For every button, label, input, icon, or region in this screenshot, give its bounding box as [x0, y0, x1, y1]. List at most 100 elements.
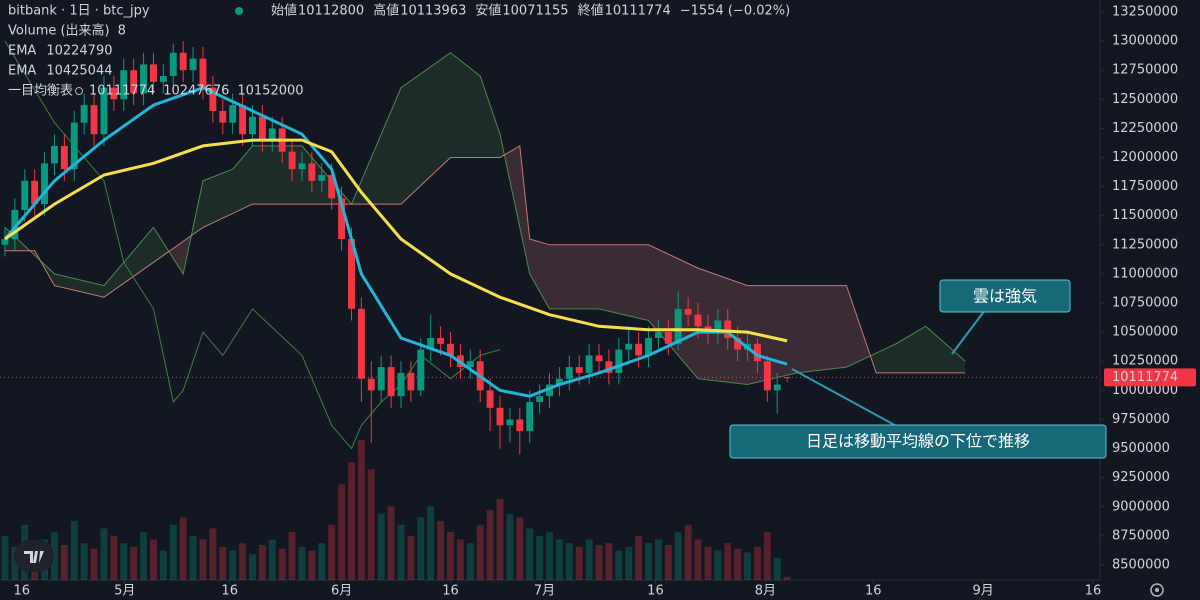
- volume-bar: [239, 543, 247, 580]
- ema-line: [4, 138, 788, 343]
- candle-body: [70, 122, 78, 170]
- volume-bar: [437, 521, 445, 580]
- volume-bar: [466, 543, 474, 580]
- ohlc-value: 10071155: [502, 4, 568, 19]
- logo[interactable]: [14, 540, 54, 572]
- y-tick-label: 11500000: [1112, 208, 1178, 223]
- y-tick-label: 9000000: [1112, 499, 1170, 514]
- candle-body: [348, 239, 355, 309]
- volume-bar: [605, 543, 613, 580]
- volume-bar: [278, 548, 286, 580]
- candle-body: [268, 128, 276, 141]
- candle-body: [546, 384, 553, 397]
- volume-bar: [536, 535, 544, 580]
- y-tick-label: 12250000: [1112, 121, 1178, 136]
- candle-body: [407, 372, 415, 391]
- y-tick-label: 10000000: [1112, 383, 1178, 398]
- legend-value: 10247676: [163, 84, 229, 99]
- logo-mark: [24, 551, 44, 563]
- volume-bar: [367, 469, 375, 580]
- candle-body: [773, 384, 781, 391]
- ema-line: [3, 86, 788, 398]
- span-a-line: [4, 52, 966, 386]
- volume-bar: [645, 543, 652, 580]
- candle-body: [288, 151, 296, 170]
- volume-bar: [744, 552, 751, 580]
- volume-bar: [140, 532, 148, 580]
- x-tick-label: 7月: [534, 584, 555, 599]
- volume-bar: [763, 532, 771, 580]
- volume-bar: [377, 513, 385, 580]
- candle-body: [694, 314, 702, 327]
- candle-body: [635, 343, 643, 356]
- candle-body: [387, 367, 395, 397]
- candle-body: [130, 70, 138, 94]
- legend-label: Volume (出来高): [8, 23, 110, 39]
- candle-body: [377, 367, 385, 391]
- y-tick-label: 12750000: [1112, 63, 1178, 78]
- candle-body: [249, 116, 256, 135]
- candle-body: [585, 355, 593, 373]
- volume-bar: [397, 524, 405, 580]
- y-tick-label: 13250000: [1112, 4, 1178, 19]
- candle-body: [357, 308, 365, 379]
- volume-bar: [565, 543, 573, 580]
- ohlc-label: 高値: [373, 3, 399, 19]
- y-tick-label: 8500000: [1112, 557, 1170, 572]
- legend-value: 8: [118, 24, 126, 39]
- ohlc-label: 始値: [271, 3, 297, 19]
- volume-bar: [417, 517, 425, 580]
- candle-body: [338, 198, 346, 240]
- candle-body: [50, 145, 58, 164]
- candle-body: [555, 378, 563, 385]
- volume-bar: [615, 550, 623, 580]
- candle-body: [120, 70, 128, 100]
- volume-bar: [575, 546, 583, 580]
- x-tick-label: 16: [647, 584, 664, 599]
- volume-bar: [674, 532, 682, 580]
- settings-icon[interactable]: [1150, 583, 1164, 597]
- candle-body: [179, 52, 187, 71]
- x-tick-label: 16: [1085, 584, 1102, 599]
- volume-bar: [258, 545, 266, 580]
- candle-body: [496, 407, 504, 426]
- candle-body: [397, 372, 405, 397]
- volume-bar: [486, 510, 494, 580]
- candle-body: [724, 320, 732, 338]
- ohlc-value: 10113963: [400, 4, 466, 19]
- x-tick-label: 6月: [331, 584, 352, 599]
- candle-body: [763, 361, 771, 391]
- volume-bar: [159, 550, 167, 580]
- annotation: 日足は移動平均線の下位で推移: [806, 432, 1030, 451]
- ohlc-label: 終値: [578, 3, 604, 19]
- volume-bar: [595, 545, 603, 580]
- volume-bar: [407, 535, 415, 580]
- volume-bar: [526, 528, 534, 580]
- ohlc-value: 10111774: [605, 4, 671, 19]
- volume-bar: [734, 548, 742, 580]
- volume-bar: [249, 554, 256, 580]
- volume-bar: [110, 535, 118, 580]
- candle-body: [219, 110, 227, 123]
- candle-body: [298, 163, 306, 170]
- x-tick-label: 16: [442, 584, 459, 599]
- volume-bar: [288, 532, 296, 580]
- y-tick-label: 11750000: [1112, 179, 1178, 194]
- legend-value: 10152000: [237, 84, 303, 99]
- volume-bar: [209, 528, 217, 580]
- candle-body: [60, 145, 68, 170]
- candle-body: [536, 396, 544, 402]
- annotation-arrow: [791, 368, 901, 429]
- volume-bar: [229, 550, 237, 580]
- y-tick-label: 12500000: [1112, 92, 1178, 107]
- candle-body: [100, 87, 108, 135]
- plot: 13250000 13000000 12750000 12500000 12250000…: [0, 4, 1178, 599]
- volume-bar: [753, 546, 761, 580]
- status-dot: [235, 7, 243, 15]
- legend-icon: [75, 87, 84, 95]
- volume-bar: [694, 539, 702, 580]
- volume-bar: [179, 517, 187, 580]
- volume-bar: [11, 546, 19, 580]
- volume-bar: [100, 528, 108, 580]
- candle-body: [41, 163, 49, 205]
